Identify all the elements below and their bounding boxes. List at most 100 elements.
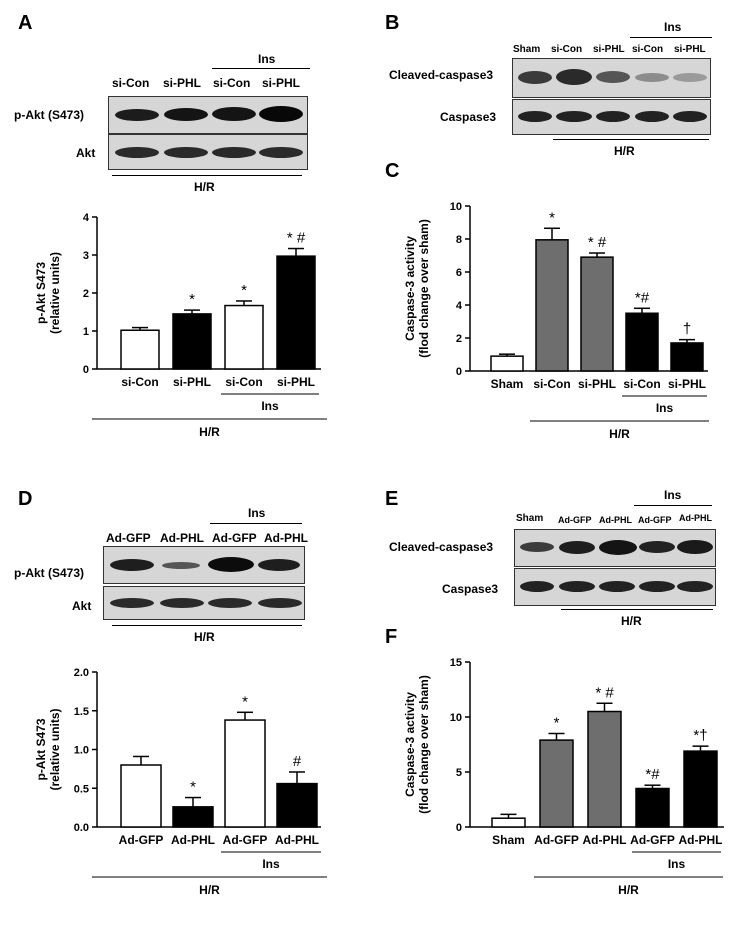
blot-band xyxy=(599,540,637,555)
panel-letter-b: B xyxy=(385,12,400,34)
lane-label: si-Con xyxy=(551,44,583,55)
western-blot-akt xyxy=(108,134,308,170)
x-category-label: si-PHL xyxy=(578,377,616,391)
blot-band xyxy=(559,541,595,554)
bar xyxy=(224,719,266,828)
bar xyxy=(635,787,670,828)
panel-letter-a: A xyxy=(18,12,33,34)
blot-band xyxy=(160,598,204,608)
x-category-label: Sham xyxy=(492,833,525,847)
condition-line xyxy=(112,175,302,176)
bar xyxy=(276,255,316,370)
condition-label: H/R xyxy=(614,144,635,158)
blot-row-label: p-Akt (S473) xyxy=(14,566,85,580)
bar xyxy=(224,304,264,370)
blot-band xyxy=(596,111,630,122)
significance-marker: * xyxy=(242,693,248,710)
bar xyxy=(587,710,622,828)
significance-marker: *† xyxy=(693,727,707,744)
significance-marker: * # xyxy=(287,230,306,247)
group-label-ins: Ins xyxy=(664,20,682,34)
blot-row-label: p-Akt (S473) xyxy=(14,108,85,122)
lane-label: Ad-PHL xyxy=(679,513,712,523)
condition-label: H/R xyxy=(194,630,215,644)
bar-chart-caspase3-si: 0 2 4 6 8 10 Caspase-3 activity (flod change ov… xyxy=(403,201,709,441)
lane-label: Sham xyxy=(513,44,541,55)
condition-label: H/R xyxy=(618,883,639,897)
western-blot-p-akt xyxy=(108,96,308,134)
blot-band xyxy=(110,598,154,608)
significance-marker: * xyxy=(549,209,555,226)
bar xyxy=(683,750,718,828)
x-category-label: Ad-PHL xyxy=(679,833,723,847)
condition-line xyxy=(112,625,302,626)
bar-chart-p-akt-ad: 0.0 0.5 1.0 1.5 2.0 p-Akt S473 (relative units… xyxy=(34,667,327,897)
y-tick-label: 10 xyxy=(450,201,462,213)
panel-letter-c: C xyxy=(385,160,400,182)
group-label-ins: Ins xyxy=(258,52,276,66)
panel-letter-d: D xyxy=(18,488,33,510)
bar xyxy=(490,355,524,372)
x-category-label: Ad-GFP xyxy=(223,833,268,847)
blot-band xyxy=(164,147,208,158)
bar xyxy=(539,739,574,828)
lane-label: si-Con xyxy=(213,76,251,90)
lane-label: Ad-GFP xyxy=(638,515,672,525)
blot-row-label: Caspase3 xyxy=(442,582,499,596)
blot-row-label: Akt xyxy=(72,599,92,613)
x-category-label: Ad-GFP xyxy=(119,833,164,847)
western-blot-p-akt xyxy=(103,546,305,584)
blot-band xyxy=(673,111,707,122)
blot-band xyxy=(556,111,592,122)
blot-band xyxy=(635,111,669,122)
blot-band xyxy=(258,598,302,608)
panel-letter-f: F xyxy=(385,626,398,648)
y-tick-label: 0.5 xyxy=(74,783,89,795)
lane-label: si-Con xyxy=(632,44,664,55)
y-tick-label: 1.5 xyxy=(74,706,89,718)
y-tick-label: 0.0 xyxy=(74,822,89,834)
blot-band xyxy=(559,581,595,592)
y-tick-label: 3 xyxy=(83,250,89,262)
x-category-label: Ad-PHL xyxy=(171,833,215,847)
blot-band xyxy=(162,562,200,569)
condition-label: H/R xyxy=(621,614,642,628)
group-label-ins: Ins xyxy=(248,506,266,520)
blot-band xyxy=(596,71,630,83)
western-blot-cleaved-caspase3 xyxy=(512,58,711,98)
y-tick-label: 10 xyxy=(450,712,462,724)
y-tick-label: 2.0 xyxy=(74,667,89,679)
group-line xyxy=(212,68,310,69)
lane-label: Ad-PHL xyxy=(264,531,308,545)
western-blot-cleaved-caspase3 xyxy=(514,529,716,567)
y-axis-label: p-Akt S473 xyxy=(34,262,48,324)
condition-label: H/R xyxy=(199,883,220,897)
x-category-label: Ad-GFP xyxy=(534,833,579,847)
blot-band xyxy=(208,598,252,608)
significance-marker: * xyxy=(241,282,247,299)
blot-band xyxy=(212,107,256,121)
lane-label: si-PHL xyxy=(593,44,625,55)
x-category-label: si-Con xyxy=(225,375,262,389)
bar xyxy=(491,817,526,828)
significance-marker: *# xyxy=(645,766,660,783)
x-category-label: si-Con xyxy=(121,375,158,389)
group-label-ins: Ins xyxy=(262,857,280,871)
blot-band xyxy=(258,559,300,571)
y-axis-label: (flod change over sham) xyxy=(417,675,431,814)
lane-label: Ad-GFP xyxy=(106,531,151,545)
blot-band xyxy=(208,557,254,572)
y-axis-label: (relative units) xyxy=(48,708,62,790)
blot-band xyxy=(259,106,303,122)
y-tick-label: 0 xyxy=(456,366,462,378)
y-tick-label: 2 xyxy=(83,288,89,300)
condition-label: H/R xyxy=(194,180,215,194)
group-line xyxy=(630,37,712,38)
blot-band xyxy=(599,581,635,592)
blot-band xyxy=(639,541,675,553)
lane-label: Ad-GFP xyxy=(212,531,257,545)
lane-label: Ad-PHL xyxy=(160,531,204,545)
x-category-label: Ad-GFP xyxy=(630,833,675,847)
lane-label: si-PHL xyxy=(262,76,301,90)
blot-row-label: Caspase3 xyxy=(440,110,497,124)
